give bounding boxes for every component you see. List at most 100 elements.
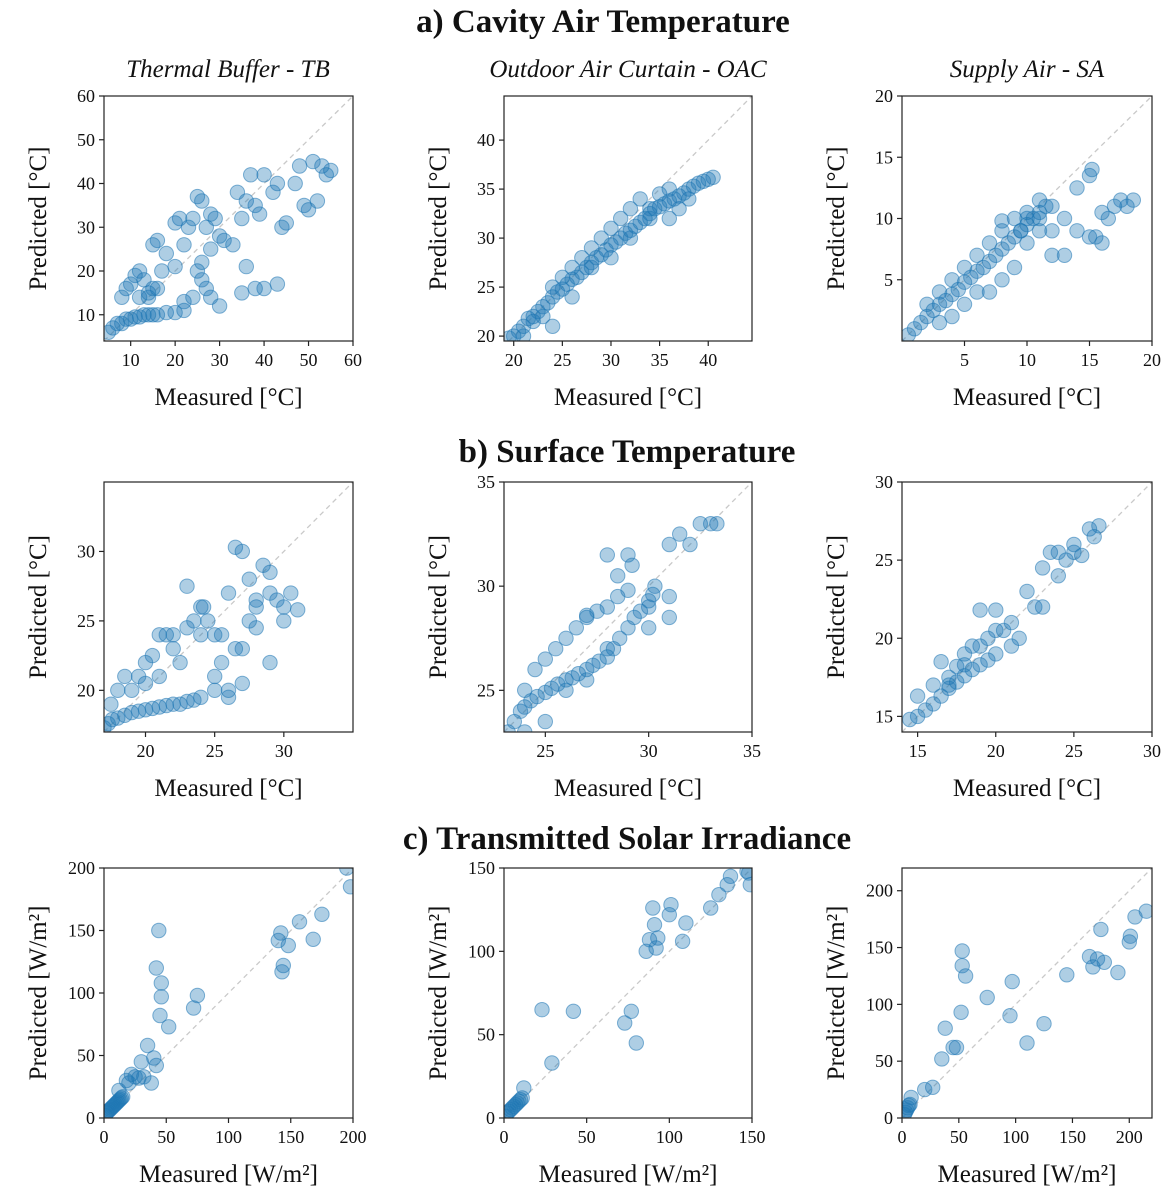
x-tick-label: 10 bbox=[1018, 350, 1036, 370]
data-point bbox=[143, 1075, 160, 1091]
scatter-panel-c-tb: 0 50 100 150 200 0 50 100 150 200 Measured [W/m²] P… bbox=[25, 858, 367, 1188]
data-point bbox=[678, 915, 694, 931]
data-point bbox=[269, 175, 286, 192]
data-point bbox=[711, 887, 727, 903]
data-point bbox=[969, 247, 985, 264]
data-point bbox=[626, 609, 642, 626]
data-point bbox=[234, 675, 251, 692]
data-point bbox=[203, 241, 219, 257]
data-point bbox=[1100, 210, 1117, 227]
data-point bbox=[570, 666, 587, 682]
data-point bbox=[1019, 1035, 1035, 1051]
data-point bbox=[938, 292, 954, 309]
data-point bbox=[568, 620, 584, 636]
data-point bbox=[1003, 614, 1020, 631]
data-point bbox=[514, 1090, 530, 1106]
plot-frame bbox=[901, 867, 1153, 1119]
y-tick-label: 20 bbox=[477, 326, 495, 346]
data-point bbox=[972, 657, 988, 673]
y-tick-label: 0 bbox=[86, 1108, 95, 1128]
data-point bbox=[537, 713, 553, 730]
data-point bbox=[944, 308, 960, 325]
data-point bbox=[988, 602, 1004, 618]
data-point bbox=[945, 1039, 961, 1056]
data-point bbox=[179, 620, 195, 636]
x-tick-label: 0 bbox=[898, 1127, 907, 1147]
data-point bbox=[1031, 223, 1048, 239]
data-point bbox=[956, 657, 973, 673]
x-tick-label: 50 bbox=[950, 1127, 968, 1147]
data-point bbox=[981, 235, 998, 251]
data-point bbox=[1091, 518, 1107, 534]
data-point bbox=[537, 651, 553, 667]
data-point bbox=[1093, 921, 1109, 938]
data-point bbox=[153, 975, 170, 991]
data-point bbox=[661, 181, 677, 197]
data-point bbox=[517, 682, 533, 698]
data-point bbox=[269, 276, 286, 292]
data-point bbox=[287, 175, 303, 192]
data-point bbox=[248, 599, 264, 615]
data-point bbox=[599, 547, 615, 563]
data-point bbox=[262, 564, 278, 580]
data-point bbox=[919, 296, 935, 312]
data-point bbox=[1002, 1008, 1018, 1024]
data-point bbox=[599, 649, 615, 665]
data-point bbox=[925, 302, 941, 319]
x-axis-label: Measured [°C] bbox=[953, 384, 1101, 411]
data-point bbox=[145, 237, 161, 253]
data-point bbox=[628, 1035, 644, 1051]
reference-line bbox=[508, 96, 752, 341]
data-point bbox=[1004, 973, 1020, 990]
data-point bbox=[1031, 210, 1048, 227]
data-point bbox=[265, 184, 281, 201]
data-point bbox=[610, 568, 626, 584]
data-point bbox=[603, 250, 619, 266]
data-point bbox=[1066, 544, 1082, 560]
x-tick-label: 20 bbox=[1143, 350, 1161, 370]
data-point bbox=[127, 267, 143, 284]
data-point bbox=[1003, 638, 1020, 654]
data-points bbox=[902, 903, 1152, 1118]
data-point bbox=[276, 613, 292, 629]
scatter-panel-b-sa: 15 20 25 30 15 20 25 30 Measured [°C] Predicted [… bbox=[823, 472, 1161, 802]
data-point bbox=[988, 247, 1004, 264]
data-point bbox=[579, 672, 595, 688]
x-axis-label: Measured [°C] bbox=[154, 775, 302, 802]
y-tick-label: 100 bbox=[866, 994, 893, 1014]
data-point bbox=[161, 1019, 177, 1035]
data-point bbox=[650, 930, 666, 946]
x-tick-label: 50 bbox=[578, 1127, 596, 1147]
data-point bbox=[593, 230, 609, 246]
x-tick-label: 35 bbox=[651, 350, 669, 370]
data-point bbox=[648, 940, 664, 956]
y-tick-label: 15 bbox=[875, 147, 893, 167]
data-point bbox=[903, 1089, 919, 1106]
data-point bbox=[1106, 198, 1123, 215]
data-point bbox=[949, 674, 965, 690]
data-point bbox=[612, 630, 628, 646]
x-tick-label: 100 bbox=[656, 1127, 683, 1147]
plot-frame bbox=[503, 481, 753, 733]
data-point bbox=[661, 907, 677, 923]
x-tick-label: 200 bbox=[340, 1127, 367, 1147]
data-point bbox=[956, 259, 973, 276]
data-point bbox=[145, 307, 161, 323]
data-point bbox=[1019, 583, 1035, 600]
data-point bbox=[558, 682, 574, 698]
data-point bbox=[1081, 521, 1098, 537]
data-point bbox=[909, 688, 926, 704]
data-point bbox=[1006, 229, 1023, 245]
data-point bbox=[104, 696, 119, 712]
data-point bbox=[661, 588, 677, 605]
data-point bbox=[323, 162, 339, 179]
data-point bbox=[262, 654, 278, 671]
data-point bbox=[954, 943, 970, 959]
data-point bbox=[225, 237, 241, 253]
x-axis-label: Measured [°C] bbox=[154, 384, 302, 411]
data-point bbox=[948, 1039, 965, 1056]
data-point bbox=[194, 193, 210, 209]
data-point bbox=[646, 917, 663, 933]
data-point bbox=[176, 302, 192, 319]
data-point bbox=[207, 668, 223, 685]
